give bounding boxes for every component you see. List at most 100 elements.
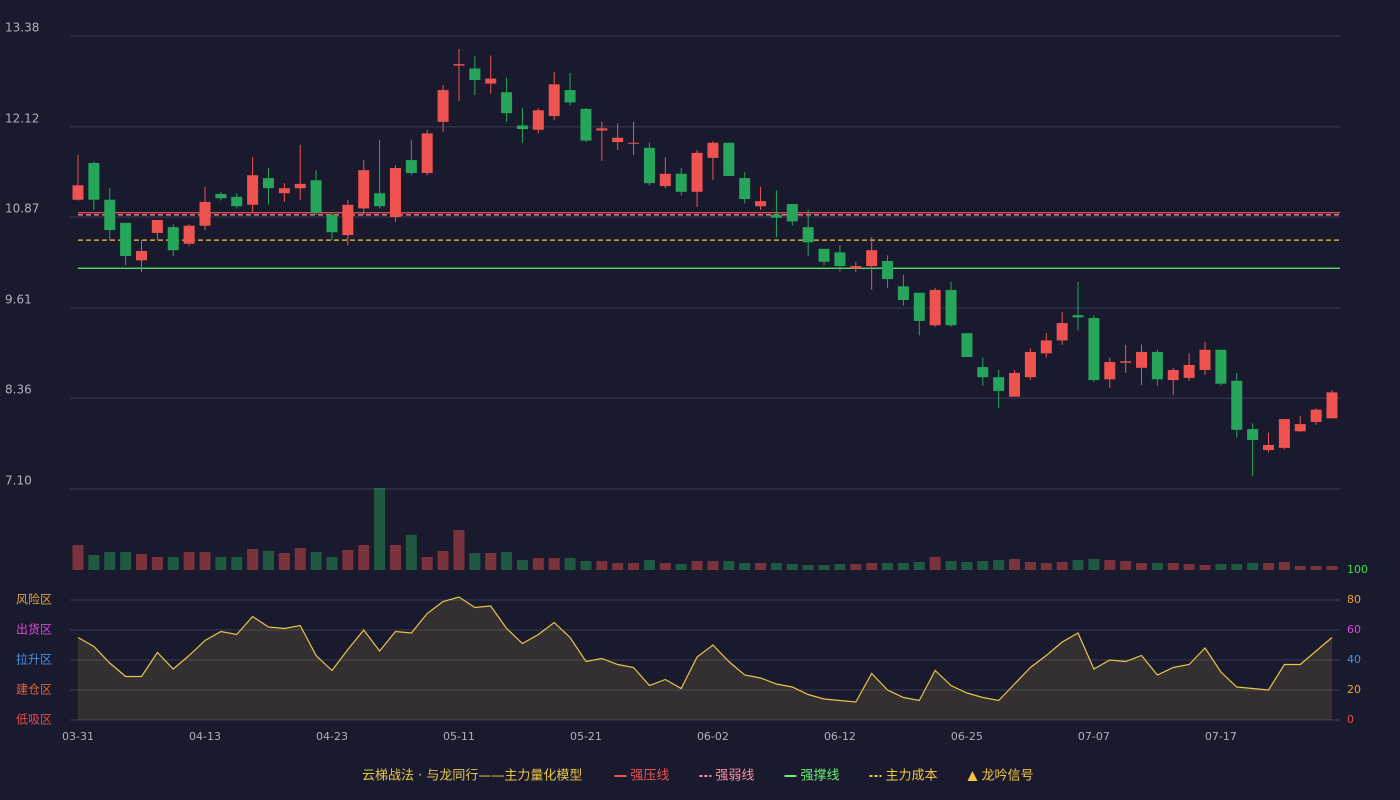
- candle-body: [707, 142, 719, 158]
- volume-bar: [1024, 562, 1036, 570]
- volume-bar: [1009, 559, 1021, 570]
- volume-bar: [564, 558, 576, 570]
- legend-label: 强压线: [630, 769, 669, 784]
- volume-bar: [1120, 561, 1132, 570]
- legend-label: 主力成本: [885, 769, 937, 784]
- candle-body: [310, 180, 322, 213]
- volume-bar: [421, 557, 433, 570]
- candle-body: [786, 204, 798, 222]
- y-tick-label: 7.10: [5, 474, 32, 488]
- candle-body: [1009, 372, 1021, 397]
- zone-label: 出货区: [16, 622, 52, 637]
- candle-body: [1120, 361, 1132, 363]
- candle-body: [1278, 419, 1290, 448]
- volume-bar: [1247, 563, 1259, 570]
- candle-body: [1294, 424, 1306, 432]
- volume-bar: [358, 545, 370, 570]
- candle-body: [564, 90, 576, 103]
- zone-label: 低吸区: [16, 713, 52, 727]
- candle-body: [167, 227, 179, 251]
- candle-body: [1024, 351, 1036, 378]
- volume-bar: [1040, 563, 1052, 570]
- candle-body: [405, 160, 417, 174]
- y-tick-label: 9.61: [5, 292, 32, 306]
- candle-body: [1263, 444, 1275, 451]
- volume-bar: [183, 552, 195, 570]
- candle-body: [215, 193, 227, 199]
- candle-body: [675, 173, 687, 192]
- volume-bar: [929, 557, 941, 570]
- candle-body: [516, 125, 528, 130]
- volume-bar: [1056, 562, 1068, 570]
- candle-body: [723, 142, 735, 176]
- y-tick-label: 8.36: [5, 383, 32, 397]
- candle-body: [755, 201, 767, 207]
- volume-bar: [802, 565, 814, 570]
- volume-bar: [135, 554, 147, 570]
- y2-tick-label: 40: [1347, 653, 1361, 666]
- candle-body: [643, 147, 655, 184]
- candle-body: [1088, 318, 1100, 381]
- volume-bar: [643, 560, 655, 570]
- candle-body: [1151, 351, 1163, 380]
- volume-bar: [675, 564, 687, 570]
- x-tick-label: 05-21: [570, 730, 602, 743]
- volume-bar: [231, 557, 243, 570]
- candle-body: [834, 252, 846, 267]
- volume-bar: [882, 563, 894, 570]
- candle-body: [358, 170, 370, 209]
- volume-bar: [374, 488, 386, 570]
- candle-body: [977, 367, 989, 378]
- candle-body: [262, 178, 274, 189]
- candle-body: [1183, 364, 1195, 378]
- volume-bar: [501, 552, 513, 570]
- candle-body: [913, 292, 925, 321]
- x-tick-label: 06-12: [824, 730, 856, 743]
- candle-body: [1199, 349, 1211, 370]
- candle-body: [199, 201, 211, 226]
- volume-bar: [723, 561, 735, 570]
- oscillator-area: [78, 597, 1332, 720]
- candle-body: [342, 204, 354, 236]
- zone-label: 建仓区: [16, 683, 52, 697]
- volume-bar: [278, 553, 290, 570]
- volume-bar: [151, 557, 163, 570]
- volume-bar: [342, 550, 354, 570]
- candle-body: [739, 178, 751, 200]
- volume-bar: [977, 561, 989, 570]
- volume-bar: [1310, 566, 1322, 570]
- candle-body: [1167, 369, 1179, 381]
- volume-bar: [580, 561, 592, 570]
- volume-bar: [1294, 566, 1306, 570]
- volume-bar: [1326, 566, 1338, 570]
- candle-body: [453, 64, 465, 66]
- candle-body: [945, 289, 957, 326]
- candle-body: [882, 261, 894, 280]
- candle-body: [596, 128, 608, 131]
- volume-bar: [850, 564, 862, 570]
- volume-bar: [945, 561, 957, 570]
- volume-bar: [755, 563, 767, 570]
- candle-body: [135, 250, 147, 261]
- volume-bar: [596, 561, 608, 570]
- candle-body: [294, 183, 306, 189]
- candle-body: [374, 193, 386, 207]
- volume-bar: [262, 551, 274, 570]
- volume-bar: [1183, 564, 1195, 570]
- volume-bar: [961, 562, 973, 570]
- volume-bar: [770, 563, 782, 570]
- volume-bar: [1215, 564, 1227, 570]
- candle-body: [802, 227, 814, 243]
- volume-bar: [1104, 560, 1116, 570]
- candle-body: [88, 162, 100, 200]
- volume-bar: [691, 561, 703, 570]
- volume-bar: [326, 557, 338, 570]
- volume-bar: [405, 535, 417, 570]
- candle-body: [421, 133, 433, 174]
- volume-bar: [993, 560, 1005, 570]
- candle-body: [231, 196, 243, 207]
- y2-tick-label: 60: [1347, 623, 1361, 636]
- candle-body: [1247, 429, 1259, 440]
- candle-body: [548, 84, 560, 117]
